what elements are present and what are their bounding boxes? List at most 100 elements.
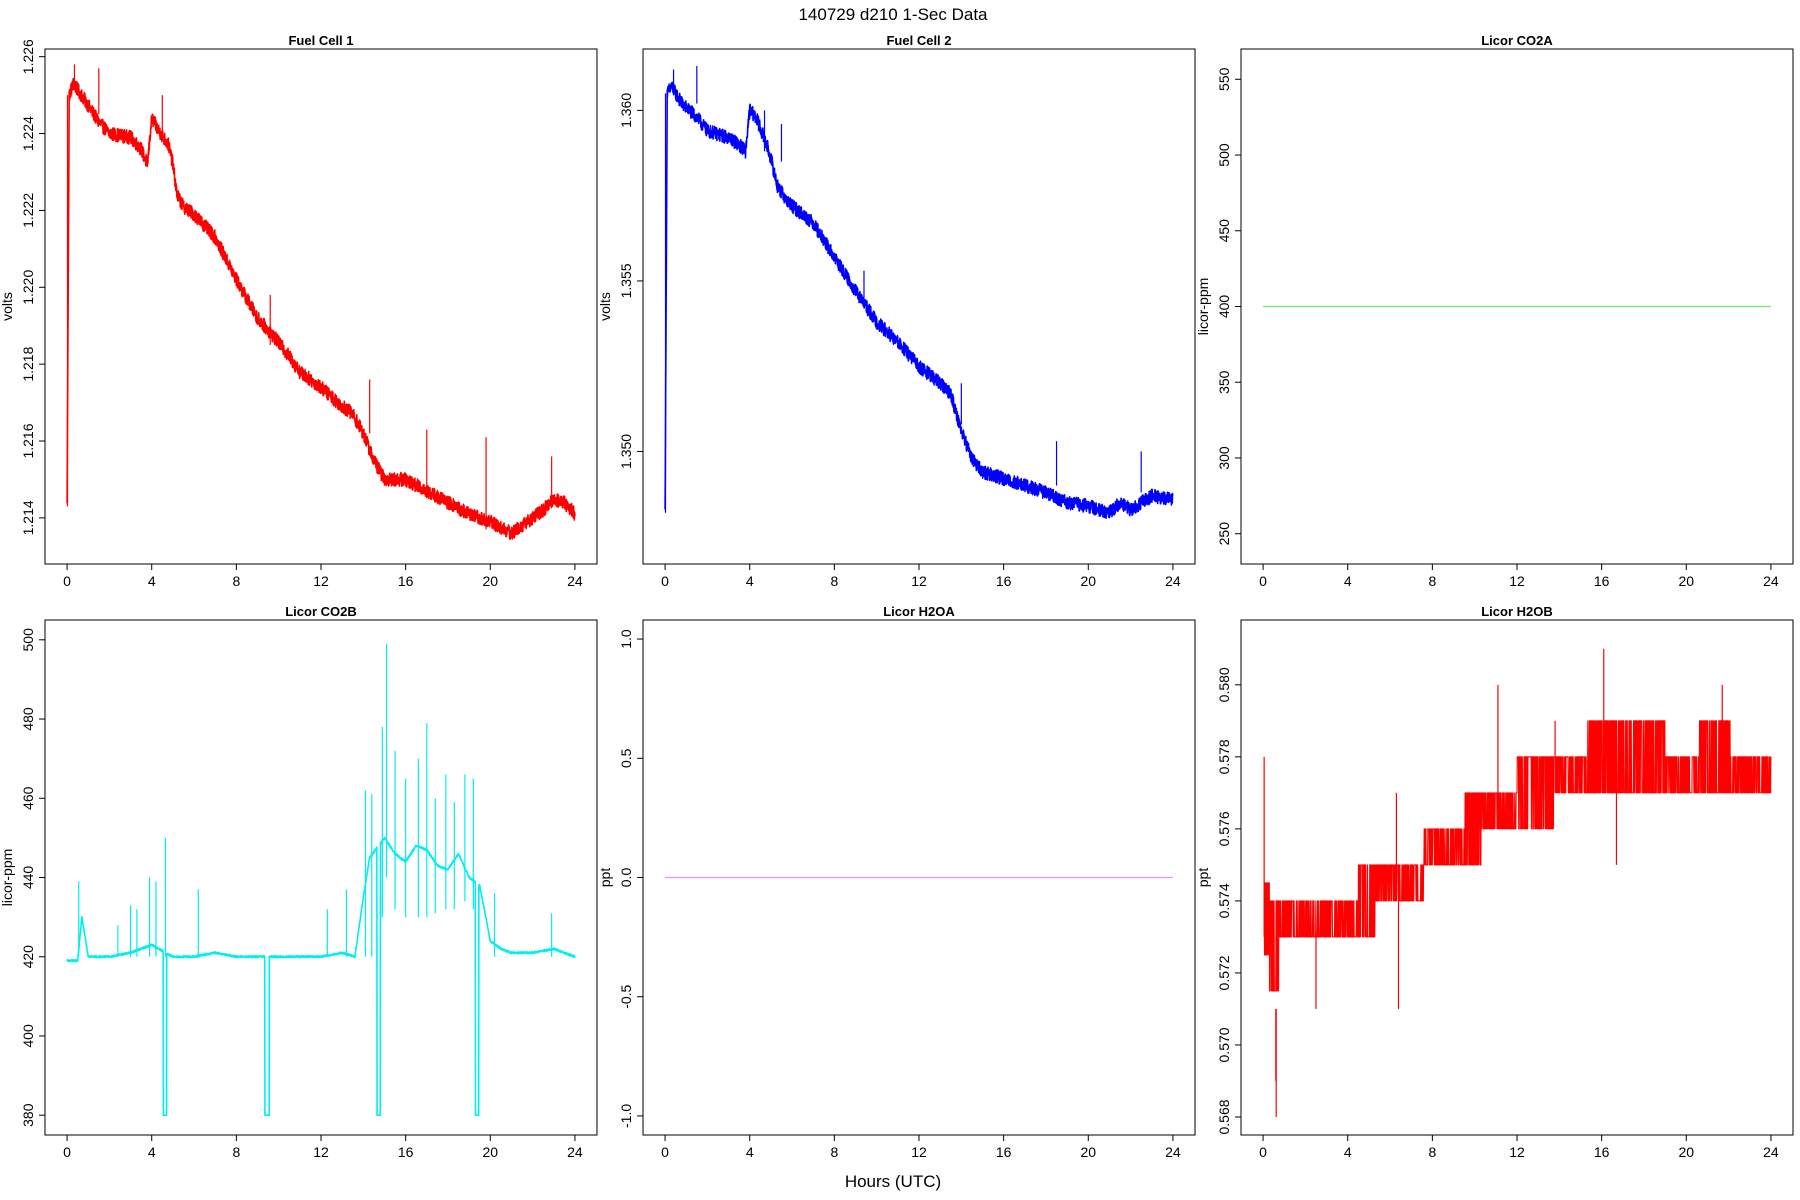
panel-title: Licor H2OB — [1481, 604, 1553, 619]
y-tick-label: 400 — [20, 1024, 36, 1048]
x-tick-label: 0 — [661, 1144, 669, 1160]
y-axis-label: volts — [597, 292, 613, 321]
x-tick-label: 8 — [232, 573, 240, 589]
y-axis-label: licor-ppm — [0, 849, 15, 907]
y-tick-label: 0.572 — [1216, 955, 1232, 990]
panel-4: Licor CO2B licor-ppm 0 4 8 12 16 20 24 380 400 420 4… — [0, 604, 598, 1160]
x-tick-label: 12 — [1509, 1144, 1525, 1160]
y-tick-label: 1.214 — [20, 500, 36, 535]
x-tick-label: 16 — [1594, 573, 1610, 589]
y-tick-label: 1.355 — [618, 263, 634, 298]
plot-area — [66, 643, 576, 1116]
y-tick-label: 250 — [1216, 522, 1232, 546]
panels: Fuel Cell 1 volts 0 4 8 12 16 20 24 1.214 1.216 1.2… — [0, 33, 1794, 1160]
x-tick-label: 0 — [1259, 573, 1267, 589]
x-tick-label: 24 — [1165, 1144, 1181, 1160]
x-tick-label: 16 — [996, 1144, 1012, 1160]
y-tick-label: 1.218 — [20, 346, 36, 381]
plot-area — [664, 66, 1174, 519]
x-tick-label: 8 — [1428, 573, 1436, 589]
x-tick-label: 12 — [911, 1144, 927, 1160]
y-tick-label: 460 — [20, 786, 36, 810]
x-tick-label: 24 — [567, 573, 583, 589]
y-tick-label: 0.574 — [1216, 883, 1232, 918]
panel-1: Fuel Cell 1 volts 0 4 8 12 16 20 24 1.214 1.216 1.2… — [0, 33, 598, 589]
x-tick-label: 24 — [1165, 573, 1181, 589]
y-tick-label: 1.220 — [20, 270, 36, 305]
y-tick-label: 0.576 — [1216, 811, 1232, 846]
y-tick-label: 440 — [20, 866, 36, 890]
x-tick-label: 12 — [1509, 573, 1525, 589]
x-tick-label: 4 — [148, 1144, 156, 1160]
y-tick-label: 1.350 — [618, 434, 634, 469]
y-tick-label: -0.5 — [618, 984, 634, 1008]
plot-frame — [44, 619, 598, 1136]
panel-6: Licor H2OB ppt 0 4 8 12 16 20 24 0.568 0.570 0.572 0… — [1195, 604, 1794, 1160]
x-tick-label: 16 — [1594, 1144, 1610, 1160]
y-axis-label: ppt — [1195, 868, 1211, 888]
x-tick-label: 16 — [398, 573, 414, 589]
y-tick-label: 1.224 — [20, 116, 36, 151]
y-tick-label: 1.360 — [618, 93, 634, 128]
y-tick-label: 420 — [20, 945, 36, 969]
panel-5: Licor H2OA ppt 0 4 8 12 16 20 24 -1.0 -0.5 0.0 0.5 1.… — [597, 604, 1196, 1160]
y-tick-label: 1.226 — [20, 39, 36, 74]
panel-2: Fuel Cell 2 volts 0 4 8 12 16 20 24 1.350 1.355 1.3… — [597, 33, 1196, 589]
x-tick-label: 20 — [482, 1144, 498, 1160]
y-tick-label: 350 — [1216, 370, 1232, 394]
y-tick-label: 480 — [20, 707, 36, 731]
x-tick-label: 20 — [1678, 573, 1694, 589]
y-tick-label: 0.570 — [1216, 1027, 1232, 1062]
series-line — [1263, 720, 1772, 992]
x-tick-label: 0 — [661, 573, 669, 589]
x-tick-label: 8 — [830, 1144, 838, 1160]
x-tick-label: 20 — [1080, 1144, 1096, 1160]
x-tick-label: 4 — [746, 573, 754, 589]
y-tick-label: 0.568 — [1216, 1099, 1232, 1134]
x-tick-label: 4 — [1344, 573, 1352, 589]
panel-3: Licor CO2A licor-ppm 0 4 8 12 16 20 24 250 300 350 4… — [1195, 33, 1794, 589]
y-tick-label: 500 — [1216, 143, 1232, 167]
x-tick-label: 24 — [1763, 573, 1779, 589]
x-tick-label: 4 — [148, 573, 156, 589]
x-tick-label: 0 — [1259, 1144, 1267, 1160]
x-tick-label: 16 — [996, 573, 1012, 589]
y-tick-label: 0.578 — [1216, 739, 1232, 774]
x-tick-label: 12 — [313, 1144, 329, 1160]
x-tick-label: 24 — [567, 1144, 583, 1160]
series-line — [664, 81, 1174, 519]
plot-area — [1263, 648, 1772, 1117]
y-tick-label: 450 — [1216, 219, 1232, 243]
x-tick-label: 8 — [232, 1144, 240, 1160]
y-tick-label: 1.0 — [618, 629, 634, 649]
series-line — [66, 836, 576, 1116]
y-tick-label: 0.0 — [618, 868, 634, 888]
x-tick-label: 12 — [911, 573, 927, 589]
y-tick-label: 400 — [1216, 295, 1232, 319]
x-tick-label: 8 — [1428, 1144, 1436, 1160]
plot-frame — [642, 48, 1196, 565]
y-axis-label: ppt — [597, 868, 613, 888]
plot-frame — [1240, 619, 1794, 1136]
y-tick-label: 1.216 — [20, 423, 36, 458]
series-line — [66, 77, 576, 540]
y-axis-label: licor-ppm — [1195, 278, 1211, 336]
x-tick-label: 8 — [830, 573, 838, 589]
y-tick-label: 300 — [1216, 446, 1232, 470]
panel-title: Licor CO2B — [285, 604, 357, 619]
y-tick-label: -1.0 — [618, 1104, 634, 1128]
x-tick-label: 0 — [63, 1144, 71, 1160]
figure-xlabel: Hours (UTC) — [845, 1172, 941, 1191]
x-tick-label: 4 — [746, 1144, 754, 1160]
x-tick-label: 20 — [482, 573, 498, 589]
x-tick-label: 0 — [63, 573, 71, 589]
x-tick-label: 4 — [1344, 1144, 1352, 1160]
x-tick-label: 24 — [1763, 1144, 1779, 1160]
x-tick-label: 12 — [313, 573, 329, 589]
figure-title: 140729 d210 1-Sec Data — [798, 5, 988, 24]
x-tick-label: 16 — [398, 1144, 414, 1160]
plot-frame — [44, 48, 598, 565]
y-tick-label: 0.5 — [618, 748, 634, 768]
plot-area — [66, 64, 576, 540]
